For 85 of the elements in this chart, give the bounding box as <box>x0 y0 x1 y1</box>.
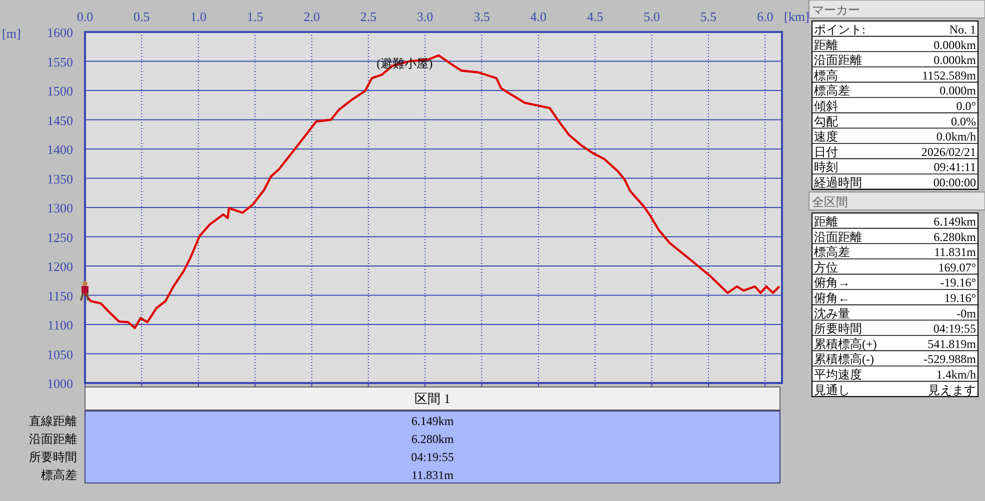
y-tick-label: 1300 <box>47 200 73 216</box>
x-tick-label: 2.5 <box>360 9 377 24</box>
text: -529.988m <box>924 352 977 366</box>
text: 日付 <box>814 144 838 159</box>
text: 0.0° <box>956 99 976 113</box>
text: 距離 <box>814 38 838 52</box>
text: 04:19:55 <box>411 450 454 464</box>
text: -19.16° <box>940 276 976 290</box>
text: 所要時間 <box>814 322 862 336</box>
text: 6.280km <box>934 230 977 244</box>
text: 沿面距離 <box>814 230 862 244</box>
text: 平均速度 <box>814 368 862 382</box>
text: 俯角← <box>814 291 850 305</box>
text: 1.4km/h <box>936 368 976 382</box>
text: 沿面距離 <box>814 53 862 68</box>
y-tick-label: 1100 <box>47 318 73 332</box>
text: 標高差 <box>41 468 77 482</box>
text: No. 1 <box>949 22 976 36</box>
y-tick-label: 1400 <box>47 142 73 157</box>
text: 11.831m <box>934 245 977 260</box>
text: 04:19:55 <box>933 322 976 336</box>
text: マーカー <box>812 3 860 17</box>
x-tick-label: 2.0 <box>304 9 320 24</box>
text: 俯角→ <box>814 276 850 290</box>
text: 見通し <box>814 382 850 397</box>
text: 距離 <box>814 214 838 228</box>
text: 541.819m <box>928 336 977 351</box>
y-tick-label: 1450 <box>47 112 73 128</box>
text: 区間 1 <box>414 391 450 406</box>
text: 19.16° <box>944 291 976 305</box>
text: 標高 <box>814 68 838 82</box>
y-tick-label: 1250 <box>47 230 73 245</box>
text: 経過時間 <box>813 176 862 190</box>
text: 傾斜 <box>814 99 838 113</box>
y-tick-label: 1000 <box>47 376 73 391</box>
x-tick-label: 0.5 <box>134 9 150 24</box>
text: 標高差 <box>814 84 850 98</box>
x-tick-label: 3.0 <box>416 9 434 24</box>
text: 勾配 <box>814 114 838 128</box>
text: 11.831m <box>412 468 454 482</box>
x-tick-label: 5.0 <box>644 9 660 24</box>
text: 0.000km <box>934 53 977 68</box>
text: ポイント: <box>814 22 866 36</box>
text: 2026/02/21 <box>921 144 976 159</box>
x-tick-label: 5.5 <box>700 9 717 24</box>
text: 全区間 <box>812 195 848 209</box>
y-tick-label: 1550 <box>47 54 73 70</box>
y-tick-label: 1600 <box>47 25 73 40</box>
text: 0.000km <box>934 38 977 52</box>
x-tick-label: 3.5 <box>474 9 490 24</box>
text: 直線距離 <box>29 414 77 428</box>
text: 09:41:11 <box>934 160 976 174</box>
x-tick-label: 4.5 <box>586 9 604 24</box>
text: 00:00:00 <box>933 176 976 190</box>
text: 1152.589m <box>922 68 977 82</box>
x-tick-label: 4.0 <box>530 9 547 24</box>
text: 6.149km <box>934 214 977 228</box>
text: 0.0km/h <box>936 130 976 144</box>
y-axis-title: [m] <box>2 26 21 41</box>
text: 169.07° <box>938 260 976 274</box>
text: 0.0% <box>951 114 976 128</box>
text: 速度 <box>814 130 838 144</box>
text: 沿面距離 <box>29 432 77 446</box>
y-tick-label: 1150 <box>47 288 73 304</box>
x-tick-label: 0.0 <box>76 9 94 24</box>
text: 時刻 <box>814 160 838 174</box>
text: 累積標高(-) <box>814 352 874 366</box>
text: 標高差 <box>814 245 850 260</box>
x-tick-label: 6.0 <box>756 9 774 24</box>
x-tick-label: 1.5 <box>246 9 264 24</box>
text: 所要時間 <box>29 450 77 464</box>
y-tick-label: 1050 <box>47 346 73 362</box>
x-axis-title: [km] <box>784 9 810 24</box>
text: 見えます <box>928 382 976 397</box>
text: 6.149km <box>411 414 454 428</box>
text: 方位 <box>814 260 838 274</box>
text: 累積標高(+) <box>814 336 877 351</box>
text: 6.280km <box>411 432 454 446</box>
y-tick-label: 1500 <box>47 84 73 98</box>
x-tick-label: 1.0 <box>190 9 206 24</box>
y-tick-label: 1200 <box>47 259 73 274</box>
y-tick-label: 1350 <box>47 171 73 186</box>
text: -0m <box>956 306 977 320</box>
text: 0.000m <box>940 84 977 98</box>
text: 沈み量 <box>814 306 850 320</box>
